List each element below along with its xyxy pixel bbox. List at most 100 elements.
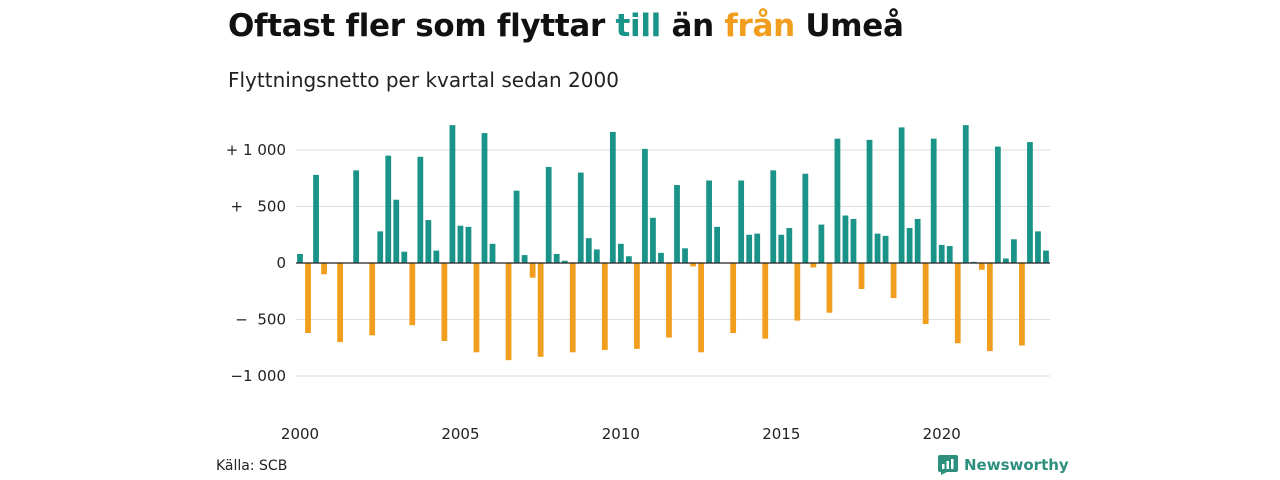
chart-subtitle: Flyttningsnetto per kvartal sedan 2000 xyxy=(228,68,619,92)
bar xyxy=(786,227,793,263)
y-tick-label: −1 000 xyxy=(230,367,286,385)
bar xyxy=(698,263,704,353)
bar xyxy=(409,263,416,326)
bar xyxy=(1019,263,1025,346)
bar xyxy=(994,146,1001,263)
bar xyxy=(577,172,584,263)
bar xyxy=(802,173,809,263)
bar xyxy=(625,256,632,263)
bar xyxy=(906,227,913,263)
bar xyxy=(305,263,311,334)
x-tick-label: 2020 xyxy=(923,425,961,443)
bar xyxy=(401,251,408,263)
bar xyxy=(946,246,953,263)
x-tick-label: 2005 xyxy=(441,425,479,443)
bar xyxy=(714,226,721,263)
bar xyxy=(706,180,712,263)
newsworthy-logo-icon xyxy=(938,455,958,475)
bar xyxy=(513,190,520,263)
bar xyxy=(1043,250,1049,263)
bar xyxy=(842,215,849,263)
bar xyxy=(642,148,648,263)
bar xyxy=(521,255,528,263)
bar xyxy=(337,263,344,343)
bar xyxy=(585,238,592,263)
bar xyxy=(794,263,801,321)
bar xyxy=(489,243,496,263)
bar xyxy=(297,253,303,263)
bar xyxy=(778,234,785,263)
source-note: Källa: SCB xyxy=(216,458,288,474)
bar xyxy=(529,263,536,278)
chart-title: Oftast fler som flyttar till än från Ume… xyxy=(228,8,904,44)
bar xyxy=(690,263,696,267)
bar xyxy=(818,224,825,263)
bar xyxy=(1011,239,1017,263)
y-tick-label: + 500 xyxy=(230,198,286,216)
bar xyxy=(1002,258,1009,263)
bar xyxy=(425,220,432,263)
bar xyxy=(978,263,985,270)
bar xyxy=(874,233,881,263)
bar xyxy=(321,263,327,275)
bar xyxy=(954,263,961,344)
bar xyxy=(569,263,576,353)
bar xyxy=(545,166,552,263)
bar xyxy=(465,226,472,263)
bar xyxy=(441,263,448,341)
bar xyxy=(1035,231,1041,263)
bar xyxy=(890,263,897,299)
y-tick-label: − 500 xyxy=(235,311,286,329)
title-word-till: till xyxy=(615,8,661,44)
bar xyxy=(770,170,777,263)
y-tick-label: + 1 000 xyxy=(226,141,286,159)
bar xyxy=(634,263,640,349)
x-tick-label: 2015 xyxy=(762,425,800,443)
bar xyxy=(457,225,464,263)
bar xyxy=(898,127,905,264)
bar xyxy=(810,263,817,268)
x-tick-label: 2010 xyxy=(602,425,640,443)
bar xyxy=(674,185,680,263)
bar xyxy=(882,235,889,263)
bar xyxy=(593,249,600,263)
bar xyxy=(914,218,921,263)
bar xyxy=(658,252,664,263)
bar xyxy=(866,139,873,263)
bar xyxy=(1027,142,1033,263)
bar xyxy=(369,263,376,336)
bar xyxy=(561,260,568,263)
bar xyxy=(986,263,993,352)
x-tick-label: 2000 xyxy=(281,425,319,443)
title-word-fran: från xyxy=(724,8,795,44)
bar xyxy=(938,244,945,263)
bar xyxy=(962,125,969,263)
bar xyxy=(553,253,560,263)
bar xyxy=(481,133,488,263)
bar xyxy=(417,156,424,263)
bar xyxy=(537,263,544,357)
bar xyxy=(930,138,937,263)
bar xyxy=(738,180,745,263)
bar xyxy=(746,234,753,263)
bar xyxy=(682,248,688,263)
brand: Newsworthy xyxy=(938,455,1069,475)
bar xyxy=(353,170,360,263)
bar xyxy=(850,218,857,263)
bar xyxy=(730,263,737,334)
y-tick-label: 0 xyxy=(276,254,286,272)
bar xyxy=(385,155,392,263)
bar xyxy=(393,199,400,263)
title-part-2: än xyxy=(660,8,725,44)
bar xyxy=(433,250,440,263)
title-part-3: Umeå xyxy=(794,8,904,44)
title-part-1: Oftast fler som flyttar xyxy=(228,8,616,44)
bar xyxy=(650,217,656,263)
bar xyxy=(858,263,865,289)
bar xyxy=(505,263,512,361)
bar xyxy=(826,263,833,313)
bar xyxy=(754,233,761,263)
bar xyxy=(449,125,456,263)
bar xyxy=(666,263,672,338)
